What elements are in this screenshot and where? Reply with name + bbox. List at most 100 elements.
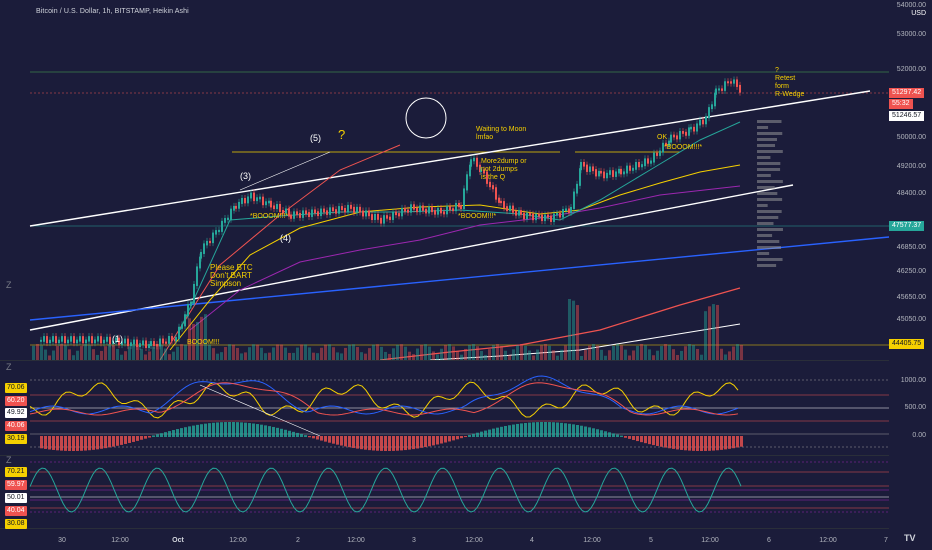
osc1-histogram-bar — [44, 436, 47, 449]
candle-body — [187, 304, 189, 317]
tradingview-logo[interactable]: TV — [904, 533, 916, 543]
pane-separator-1[interactable] — [0, 360, 889, 361]
candle-body — [320, 208, 322, 217]
osc1-histogram-bar — [716, 436, 719, 451]
candle-body — [699, 119, 701, 126]
auto-scale-button[interactable]: Z — [6, 362, 12, 372]
osc1-histogram-bar — [732, 436, 735, 449]
candle-body — [46, 336, 48, 344]
candle-body — [589, 166, 591, 172]
osc1-histogram-bar — [508, 425, 511, 437]
candle-body — [556, 212, 558, 216]
volume-bar — [276, 344, 279, 360]
candle-body — [359, 206, 361, 213]
osc1-histogram-bar — [532, 422, 535, 437]
candle-body — [492, 185, 494, 190]
candle-body — [386, 215, 388, 219]
osc1-yellow-line — [29, 381, 739, 419]
candle-body — [392, 211, 394, 220]
candle-body — [362, 210, 364, 217]
osc1-histogram-bar — [456, 436, 459, 440]
osc2-tag: 59.97 — [5, 480, 27, 490]
volume-bar — [160, 344, 163, 360]
candle-body — [419, 205, 421, 213]
pane-separator-2[interactable] — [0, 455, 889, 456]
volume-bar — [624, 349, 627, 360]
osc1-histogram-bar — [256, 424, 259, 437]
osc1-histogram-bar — [232, 422, 235, 437]
volume-bar — [616, 344, 619, 360]
candle-body — [705, 116, 707, 125]
volume-profile-bar — [757, 120, 782, 123]
osc1-histogram-bar — [656, 436, 659, 446]
volume-bar — [620, 345, 623, 360]
candle-body — [368, 210, 370, 217]
osc1-histogram-bar — [660, 436, 663, 447]
candle-body — [380, 217, 382, 224]
annotation-boom: *BOOOM!!!* — [250, 213, 289, 220]
volume-bar — [104, 346, 107, 360]
volume-bar — [332, 347, 335, 360]
osc1-histogram-bar — [292, 431, 295, 437]
volume-bar — [392, 348, 395, 360]
candle-body — [196, 266, 198, 286]
osc1-histogram-bar — [680, 436, 683, 450]
level-mid-tag: 47577.37 — [889, 221, 925, 231]
volume-bar — [564, 345, 567, 360]
candle-body — [61, 336, 63, 342]
volume-bar — [648, 349, 651, 360]
candle-body — [142, 340, 144, 346]
osc1-trend-line — [199, 384, 321, 437]
candle-body — [466, 174, 468, 191]
osc1-histogram-bar — [120, 436, 123, 445]
candle-body — [518, 210, 520, 216]
candle-body — [498, 197, 500, 203]
candle-body — [136, 339, 138, 348]
volume-bar — [492, 345, 495, 360]
candle-body — [638, 162, 640, 168]
candle-body — [64, 336, 66, 344]
channel-lower-line — [29, 184, 794, 331]
volume-bar — [220, 352, 223, 360]
candle-body — [721, 88, 723, 91]
candle-body — [224, 218, 226, 223]
candle-body — [715, 88, 717, 95]
volume-bar — [584, 350, 587, 360]
auto-scale-button[interactable]: Z — [6, 455, 12, 465]
candle-body — [290, 214, 292, 219]
volume-profile-bar — [757, 246, 782, 249]
candle-body — [156, 344, 158, 347]
osc1-histogram-bar — [404, 436, 407, 451]
candle-body — [184, 314, 186, 327]
osc1-histogram-bar — [488, 429, 491, 437]
osc1-histogram-bar — [376, 436, 379, 451]
currency-label[interactable]: USD — [911, 10, 926, 17]
volume-profile-bar — [757, 138, 777, 141]
volume-bar — [536, 349, 539, 360]
candle-body — [288, 208, 290, 217]
osc1-histogram-bar — [340, 436, 343, 446]
candle-body — [458, 202, 460, 208]
volume-bar — [640, 344, 643, 360]
candle-body — [443, 211, 445, 215]
osc1-histogram-bar — [664, 436, 667, 448]
volume-bar — [552, 350, 555, 360]
osc1-histogram-bar — [672, 436, 675, 449]
candle-body — [446, 206, 448, 215]
candle-body — [88, 336, 90, 342]
candle-body — [576, 183, 578, 194]
volume-bar — [600, 349, 603, 360]
time-axis-separator — [0, 528, 889, 529]
volume-bar — [460, 354, 463, 360]
volume-bar — [452, 346, 455, 360]
candle-body — [58, 339, 60, 344]
osc1-histogram-bar — [556, 422, 559, 437]
auto-scale-button[interactable]: Z — [6, 280, 12, 290]
candle-body — [270, 200, 272, 208]
candle-body — [377, 214, 379, 220]
volume-bar — [304, 344, 307, 360]
volume-bar — [632, 350, 635, 360]
volume-bar — [36, 344, 39, 360]
